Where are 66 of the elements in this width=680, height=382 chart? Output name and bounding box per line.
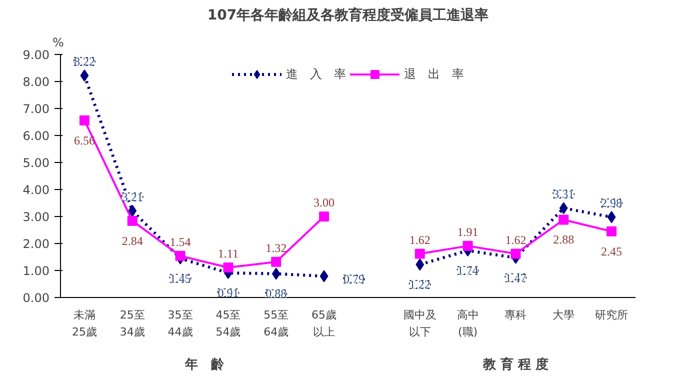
data-label: 2.84 <box>122 234 143 248</box>
text: 教 育 程 度 <box>482 356 548 372</box>
data-label: 1.11 <box>218 246 238 261</box>
y-tick-label: 6.00 <box>22 129 50 143</box>
x-tick-label: 大學 <box>552 308 575 322</box>
data-label: 1.54 <box>170 234 191 249</box>
x-tick-label: 65歲以上 <box>312 308 337 338</box>
data-label: 1.47 <box>505 270 526 285</box>
data-label: 3.21 <box>122 190 143 204</box>
data-label: 1.74 <box>457 264 478 278</box>
point <box>607 211 616 224</box>
data-label: 2.98 <box>601 196 622 210</box>
point <box>559 202 568 214</box>
data-label: 3.00 <box>314 196 335 210</box>
point <box>414 248 425 259</box>
text: 年 齡 <box>184 358 225 372</box>
point <box>606 226 617 236</box>
point <box>416 258 424 271</box>
data-label: 1.32 <box>266 240 287 255</box>
x-tick-label: 55至64歲 <box>264 308 289 338</box>
point <box>175 250 186 261</box>
y-tick-label: 5.00 <box>22 156 50 170</box>
x-tick-label: 45至54歲 <box>216 308 241 338</box>
y-tick-label: 1.00 <box>22 264 50 278</box>
point <box>80 70 89 82</box>
data-label: 0.91 <box>218 286 239 300</box>
point <box>320 270 328 282</box>
x-tick-label: 35至44歲 <box>168 308 193 338</box>
data-label: 1.62 <box>409 232 430 247</box>
data-label: 0.88 <box>266 286 287 301</box>
point <box>462 240 473 251</box>
point <box>271 256 282 267</box>
data-label: 0.79 <box>344 272 365 286</box>
point <box>319 212 330 222</box>
point <box>223 262 234 273</box>
point <box>272 268 280 280</box>
x-tick-label: 研究所 <box>595 308 628 322</box>
data-label: 1.91 <box>457 224 478 239</box>
chart-title: 107年各年齡組及各教育程度受僱員工進退率 <box>207 6 489 24</box>
y-tick-label: 7.00 <box>22 102 50 116</box>
point <box>127 216 138 226</box>
data-label: 1.62 <box>505 232 526 247</box>
data-label: 3.31 <box>553 187 574 202</box>
y-tick-label: 4.00 <box>22 183 50 197</box>
x-tick-label: 專科 <box>504 308 527 322</box>
data-label: 2.45 <box>601 244 622 258</box>
point <box>510 248 521 259</box>
y-axis-title: % <box>52 36 64 50</box>
legend-label: 退 出 率 <box>404 66 464 82</box>
data-label: 2.88 <box>553 232 574 247</box>
point <box>128 204 137 217</box>
data-label: 1.45 <box>170 271 191 286</box>
y-tick-label: 2.00 <box>22 237 50 251</box>
y-tick-label: 3.00 <box>22 210 50 224</box>
y-tick-label: 9.00 <box>22 48 50 62</box>
point <box>558 214 569 225</box>
data-label: 8.22 <box>74 54 95 69</box>
x-tick-label: 國中及以下 <box>403 308 436 338</box>
x-tick-label: 25至34歲 <box>120 308 145 338</box>
y-tick-label: 8.00 <box>22 75 50 89</box>
legend-label: 進 入 率 <box>286 66 346 82</box>
data-label: 1.22 <box>409 278 430 292</box>
x-tick-label: 未滿25歲 <box>72 308 97 338</box>
y-tick-label: 0.00 <box>22 291 50 305</box>
x-tick-label: 高中(職) <box>456 308 479 338</box>
point <box>79 115 90 126</box>
